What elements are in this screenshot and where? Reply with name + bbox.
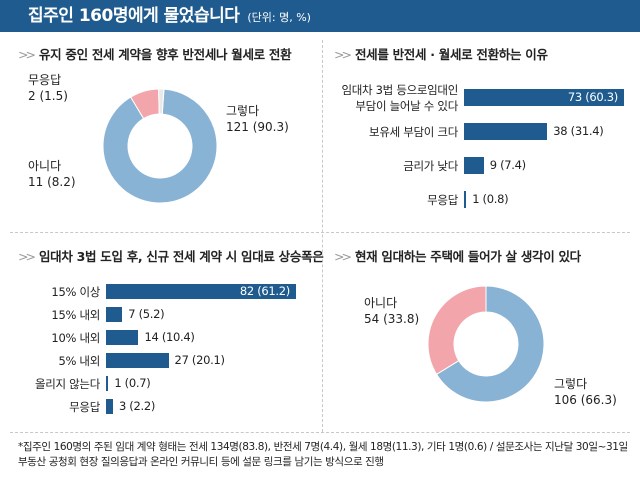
bars2-value-1: 38 (31.4) xyxy=(553,123,604,138)
donut1-value-1: 11 (8.2) xyxy=(28,175,76,189)
bars3-category-4: 올리지 않는다 xyxy=(34,376,100,391)
bars2-category-0: 임대차 3법 등으로임대인 xyxy=(341,82,458,97)
bars2-value-3: 1 (0.8) xyxy=(472,191,509,206)
chevron-icon: >> xyxy=(334,47,352,62)
donut2-value-1: 54 (33.8) xyxy=(364,312,419,326)
bars2-bar-1 xyxy=(464,123,548,140)
chevron-icon: >> xyxy=(18,47,36,62)
vertical-divider xyxy=(322,40,323,432)
bars3-bar-3 xyxy=(106,353,169,368)
donut2-value-0: 106 (66.3) xyxy=(554,393,617,407)
bars3-bar-4 xyxy=(106,376,109,391)
page-title: 집주인 160명에게 물었습니다 xyxy=(28,6,240,26)
donut1-value-0: 121 (90.3) xyxy=(226,120,289,134)
bars3-bar-2 xyxy=(106,330,139,345)
unit-label: (단위: 명, %) xyxy=(247,11,311,24)
donut2-label-1: 아니다 xyxy=(364,296,397,310)
bars2-category-2: 금리가 낮다 xyxy=(403,158,458,173)
bars2-category-3: 무응답 xyxy=(427,192,458,207)
horizontal-divider xyxy=(10,232,630,233)
donut1-label-1: 아니다 xyxy=(28,159,61,173)
donut2-slice-0 xyxy=(435,285,545,403)
bars2-bar-0 xyxy=(464,89,624,106)
chevron-icon: >> xyxy=(18,249,36,264)
donut1-value-2: 2 (1.5) xyxy=(28,89,68,103)
header: 집주인 160명에게 물었습니다 (단위: 명, %) xyxy=(0,0,640,32)
bars3-bar-5 xyxy=(106,399,113,414)
bars3-category-2: 10% 내외 xyxy=(51,330,100,345)
donut1-slice-0 xyxy=(102,88,218,204)
bars3-bar-1 xyxy=(106,307,123,322)
bars2-category-0: 부담이 늘어날 수 있다 xyxy=(355,98,458,113)
bars3-value-5: 3 (2.2) xyxy=(118,398,156,413)
panel-4-title: >> 현재 임대하는 주택에 들어가 살 생각이 있다 xyxy=(334,249,581,264)
bars3-bar-0 xyxy=(106,284,296,299)
bars3-category-5: 무응답 xyxy=(69,399,100,414)
donut2-slice-1 xyxy=(427,285,487,375)
bars2-value-2: 9 (7.4) xyxy=(489,157,526,172)
bars3-value-4: 1 (0.7) xyxy=(114,375,151,390)
donut1-label-0: 그렇다 xyxy=(226,103,259,118)
bars2-bar-3 xyxy=(464,191,467,208)
panel-2-title: >> 전세를 반전세 · 월세로 전환하는 이유 xyxy=(334,47,548,62)
bars2-category-1: 보유세 부담이 크다 xyxy=(369,124,458,139)
panel-1-title: >> 유지 중인 전세 계약을 향후 반전세나 월세로 전환 xyxy=(18,47,292,62)
bars3-value-3: 27 (20.1) xyxy=(174,352,225,367)
bars3-value-1: 7 (5.2) xyxy=(128,306,165,321)
footnote-divider xyxy=(10,432,630,433)
bars2-value-0: 73 (60.3) xyxy=(567,89,618,104)
bars3-value-0: 82 (61.2) xyxy=(239,283,290,298)
bars3-category-3: 5% 내외 xyxy=(58,353,100,368)
donut2-label-0: 그렇다 xyxy=(554,376,587,391)
chevron-icon: >> xyxy=(334,249,352,264)
donut1-label-2: 무응답 xyxy=(28,73,61,87)
bars3-value-2: 14 (10.4) xyxy=(144,329,195,344)
bars2-bar-2 xyxy=(464,157,484,174)
panel-3-title: >> 임대차 3법 도입 후, 신규 전세 계약 시 임대료 상승폭은 xyxy=(18,249,324,264)
donut1-slice-2 xyxy=(158,88,165,115)
bars3-category-0: 15% 이상 xyxy=(51,284,100,299)
footnote: *집주인 160명의 주된 임대 계약 형태는 전세 134명(83.8), 반… xyxy=(18,441,628,468)
bars3-category-1: 15% 내외 xyxy=(51,307,100,322)
